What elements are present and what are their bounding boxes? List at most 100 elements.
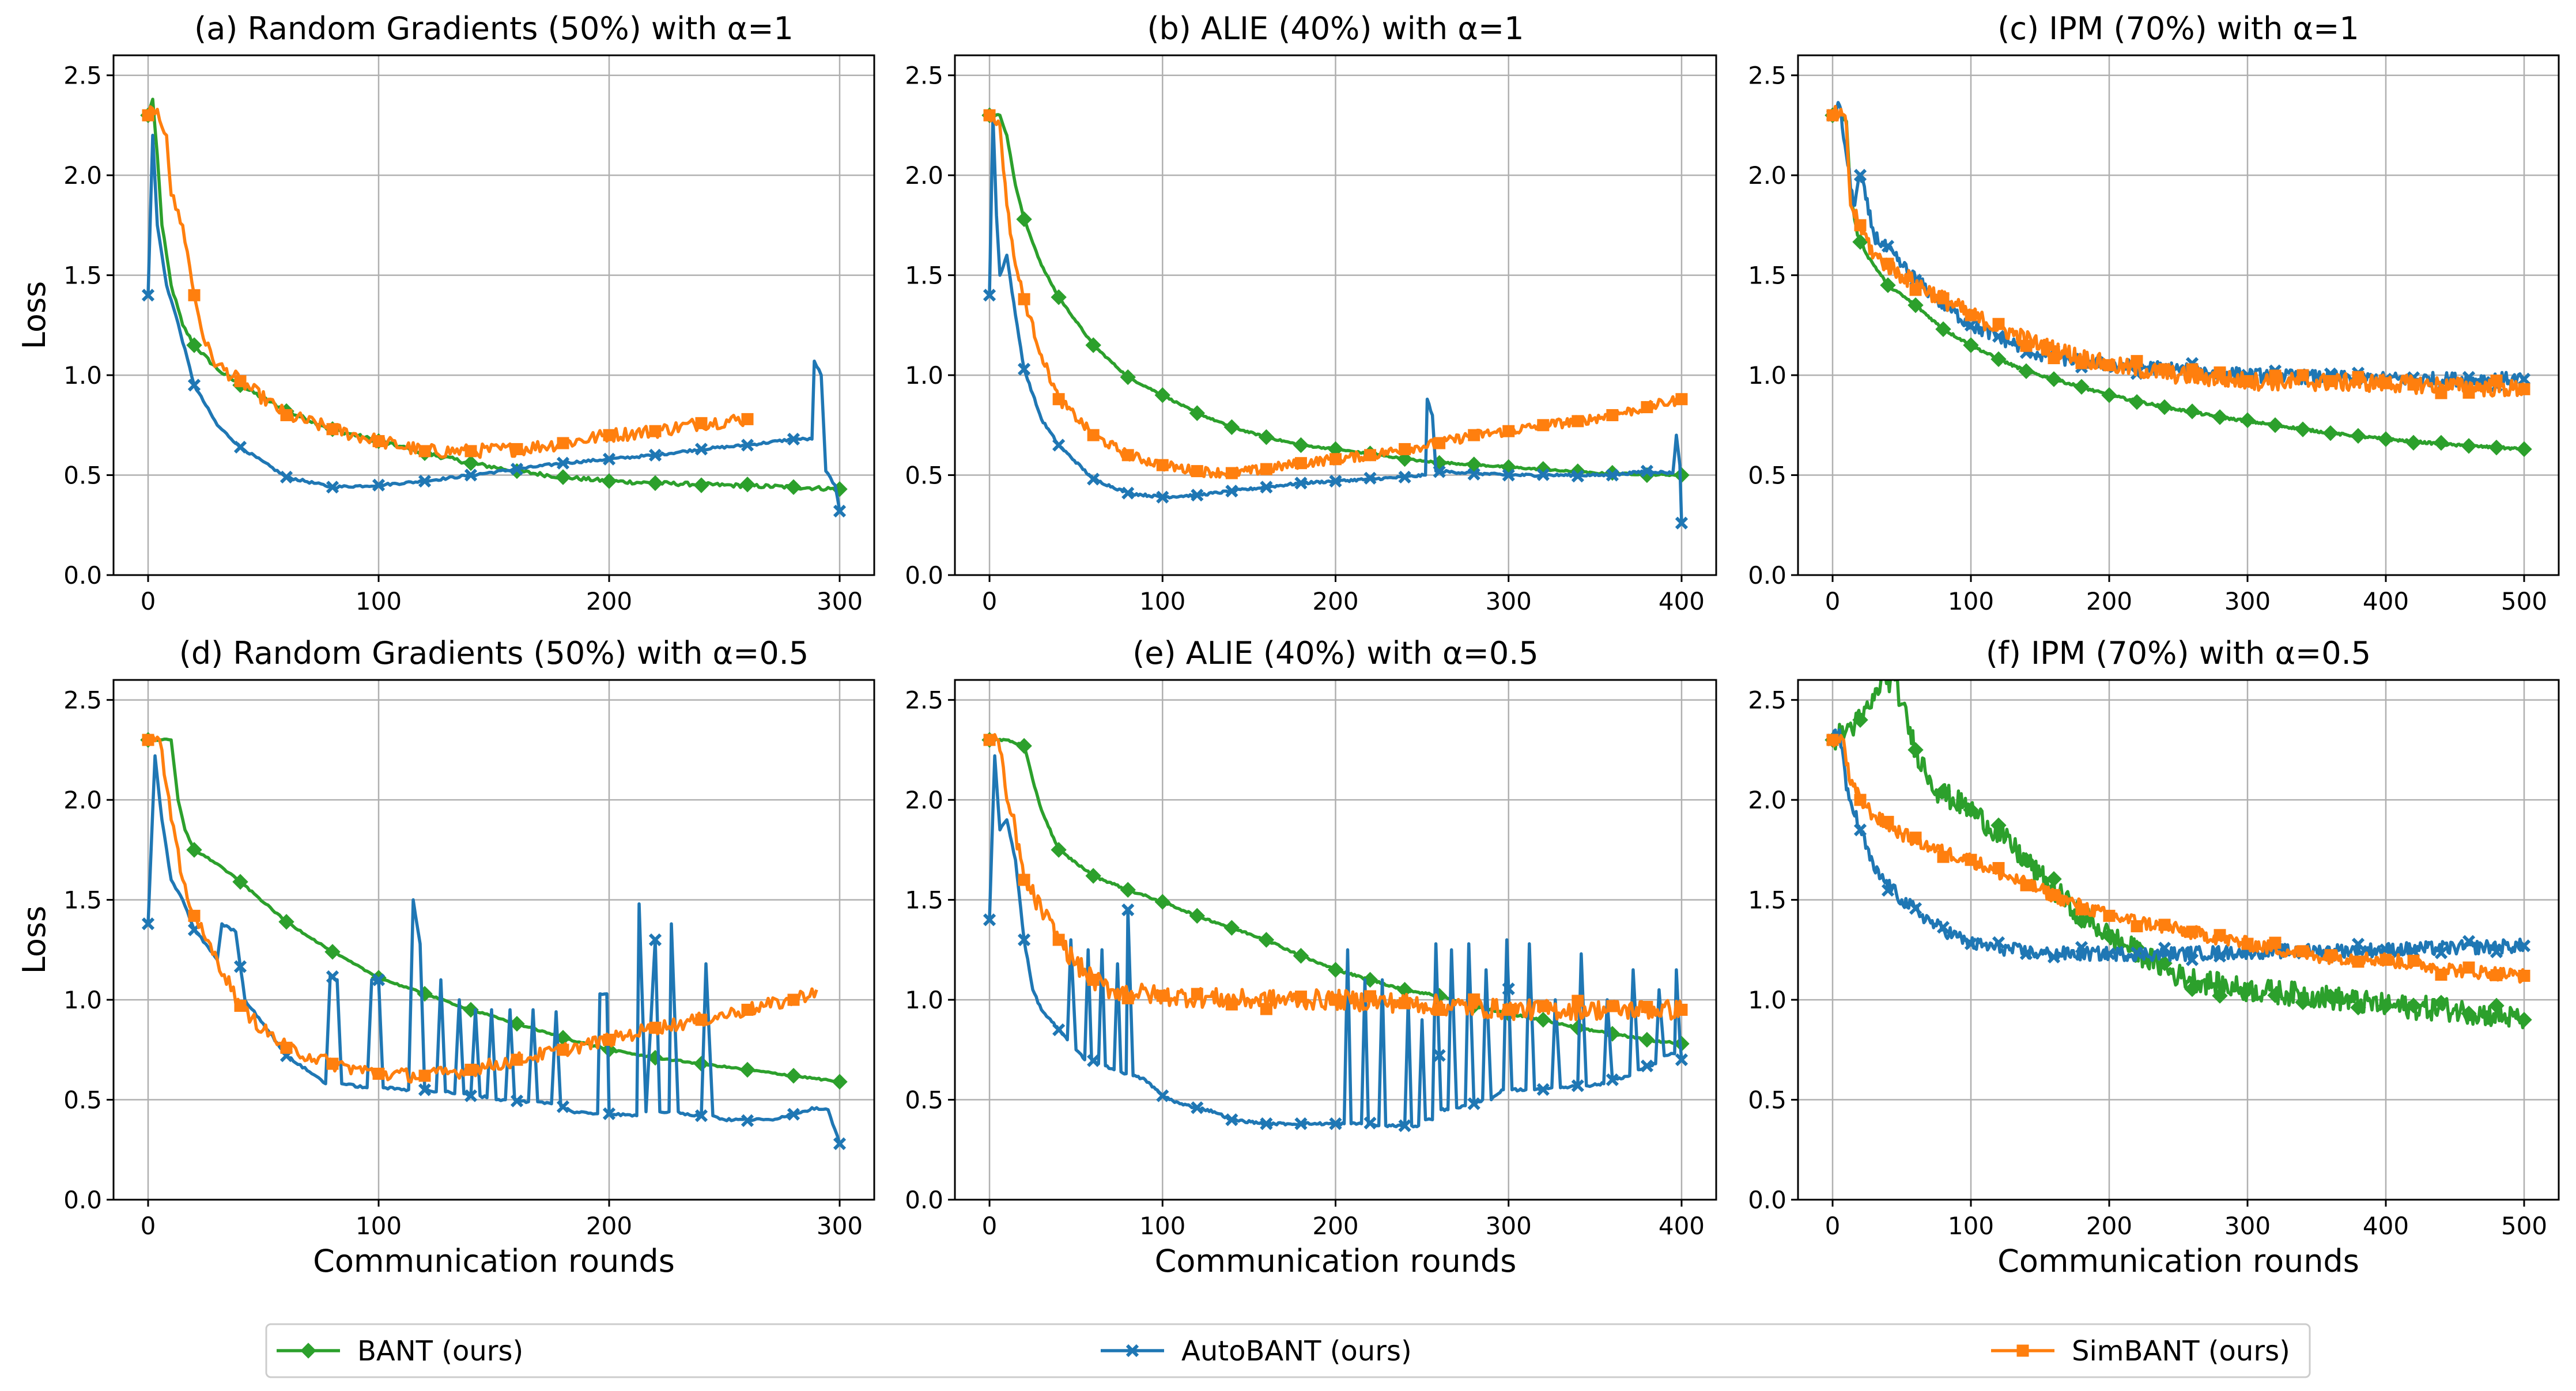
- marker-autobant: [326, 970, 339, 984]
- marker-simbant: [2297, 369, 2309, 381]
- marker-simbant: [2158, 363, 2171, 376]
- marker-autobant: [1225, 485, 1238, 498]
- marker-simbant: [2490, 375, 2503, 387]
- marker-bant: [2073, 379, 2090, 395]
- series-simbant: [1826, 104, 2530, 399]
- panel-title: (e) ALIE (40%) with α=0.5: [1132, 635, 1539, 671]
- y-tick-label: 0.0: [905, 1186, 943, 1214]
- x-tick-label: 200: [586, 587, 632, 615]
- marker-autobant: [2047, 950, 2061, 964]
- marker-simbant: [1826, 109, 1839, 122]
- marker-autobant: [1675, 516, 1689, 530]
- marker-bant: [1154, 894, 1170, 910]
- marker-simbant: [2020, 879, 2033, 891]
- axes-frame: [112, 54, 875, 576]
- marker-bant: [1293, 437, 1309, 453]
- marker-autobant: [1675, 1053, 1689, 1067]
- marker-autobant: [2517, 939, 2531, 952]
- marker-simbant: [1502, 1003, 1515, 1016]
- panel-title: (c) IPM (70%) with α=1: [1997, 10, 2359, 47]
- marker-autobant: [2407, 944, 2420, 958]
- y-tick-label: 0.0: [63, 561, 102, 589]
- series-simbant: [142, 105, 754, 459]
- marker-simbant: [1225, 467, 1238, 479]
- x-tick-label: 100: [356, 1212, 402, 1240]
- marker-simbant: [2075, 357, 2088, 369]
- marker-autobant: [464, 468, 478, 482]
- marker-simbant: [1364, 990, 1377, 1003]
- marker-bant: [2488, 439, 2505, 456]
- marker-autobant: [2379, 943, 2393, 957]
- marker-autobant: [326, 481, 339, 494]
- marker-simbant: [1937, 292, 1950, 305]
- marker-simbant: [2214, 366, 2226, 379]
- marker-autobant: [2517, 372, 2531, 386]
- marker-simbant: [2103, 909, 2116, 922]
- axes-frame: [1797, 679, 2560, 1201]
- chart-panels: 0 100 200 300 0.0 0.5 1.0 1.5 2.0 2.5 (a) Random G…: [16, 10, 2560, 1279]
- marker-autobant: [833, 1137, 847, 1150]
- marker-simbant: [1882, 815, 1894, 828]
- marker-simbant: [418, 445, 431, 458]
- marker-simbant: [603, 429, 615, 441]
- marker-simbant: [372, 1067, 385, 1080]
- marker-simbant: [1468, 993, 1480, 1006]
- legend-frame: [265, 1323, 2311, 1378]
- marker-autobant: [1398, 1119, 1411, 1132]
- x-tick-label: 400: [2363, 1212, 2409, 1240]
- marker-simbant: [1018, 293, 1030, 305]
- marker-bant: [278, 914, 294, 930]
- series-autobant: [983, 114, 1689, 530]
- marker-autobant: [1467, 467, 1480, 481]
- marker-simbant: [1294, 457, 1307, 470]
- marker-bant: [832, 1074, 848, 1090]
- marker-autobant: [1052, 439, 1066, 452]
- marker-simbant: [1909, 831, 1922, 844]
- marker-autobant: [648, 933, 662, 947]
- marker-bant: [1990, 351, 2007, 368]
- y-tick-label: 2.5: [905, 62, 943, 90]
- marker-autobant: [1536, 468, 1550, 481]
- marker-simbant: [464, 445, 477, 458]
- marker-bant: [1935, 783, 1951, 799]
- y-tick-label: 1.0: [905, 986, 943, 1014]
- marker-bant: [1990, 817, 2007, 834]
- marker-autobant: [1640, 464, 1654, 478]
- marker-bant: [2516, 441, 2532, 458]
- marker-bant: [2405, 997, 2422, 1014]
- marker-autobant: [1398, 470, 1411, 484]
- series-autobant: [141, 754, 847, 1150]
- legend-label-bant: BANT (ours): [357, 1335, 523, 1367]
- x-tick-label: 0: [1825, 587, 1841, 615]
- marker-autobant: [1992, 330, 2005, 343]
- marker-bant: [1223, 419, 1240, 435]
- marker-bant: [1258, 932, 1275, 948]
- marker-simbant: [2131, 355, 2143, 368]
- marker-simbant: [2490, 969, 2503, 981]
- marker-simbant: [1882, 258, 1894, 270]
- y-tick-label: 0.0: [905, 561, 943, 589]
- y-tick-label: 1.5: [63, 886, 102, 914]
- panel-f: 0 100 200 300 400 500 0.0 0.5 1.0 1.5 2.0 2.5 (f) IP…: [1748, 635, 2560, 1279]
- marker-simbant: [464, 1064, 477, 1076]
- marker-simbant: [1156, 459, 1169, 471]
- marker-simbant: [511, 443, 523, 455]
- marker-bant: [1085, 868, 1101, 884]
- panel-c: 0 100 200 300 400 500 0.0 0.5 1.0 1.5 2.0 2.5 (c) IP…: [1748, 10, 2560, 615]
- marker-autobant: [1964, 937, 1978, 951]
- x-tick-label: 100: [1139, 1212, 1185, 1240]
- panel-e: 0 100 200 300 400 0.0 0.5 1.0 1.5 2.0 2.5 (e) ALIE …: [905, 635, 1717, 1279]
- marker-bant: [1935, 321, 1951, 337]
- legend: BANT (ours) AutoBANT (ours) SimBANT (our…: [265, 1323, 2311, 1378]
- marker-bant: [186, 842, 202, 858]
- marker-bant: [2046, 871, 2062, 887]
- marker-autobant: [418, 1083, 432, 1097]
- marker-autobant: [741, 439, 754, 452]
- y-tick-label: 1.0: [63, 361, 102, 390]
- legend-marker-simbant: [2016, 1344, 2029, 1357]
- marker-autobant: [1017, 933, 1031, 947]
- x-tick-label: 300: [1486, 587, 1532, 615]
- marker-autobant: [1640, 1059, 1654, 1073]
- x-tick-label: 500: [2501, 587, 2547, 615]
- marker-simbant: [2075, 903, 2088, 916]
